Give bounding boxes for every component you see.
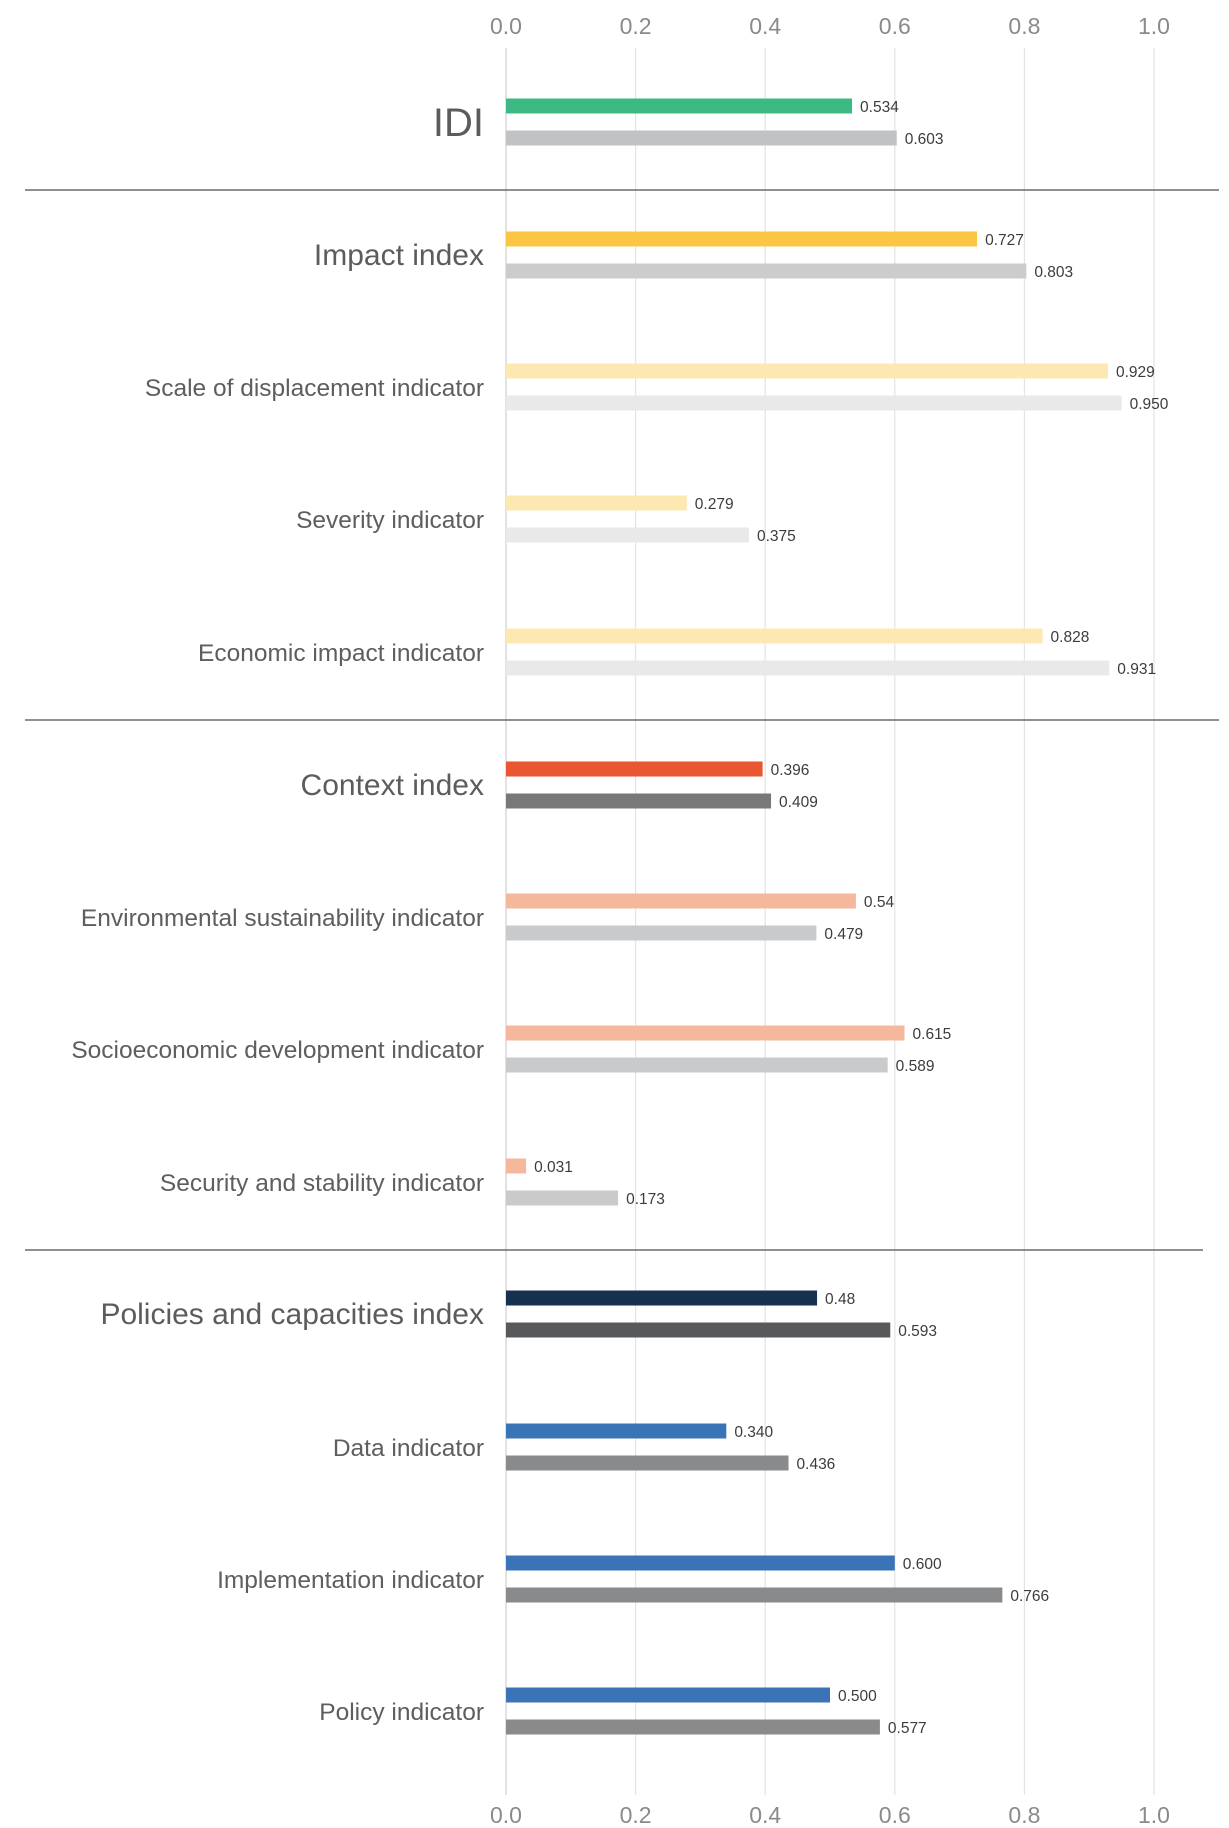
bar-context-index-series-1 — [506, 761, 763, 777]
data-label-security-and-stability-indicator-series-2: 0.173 — [626, 1191, 665, 1208]
category-label-environmental-sustainability-indicator: Environmental sustainability indicator — [81, 905, 484, 932]
bar-data-indicator-series-1 — [506, 1423, 727, 1439]
data-label-socioeconomic-development-indicator-series-1: 0.615 — [913, 1026, 952, 1043]
bar-impact-index-series-2 — [506, 263, 1027, 279]
data-label-context-index-series-1: 0.396 — [771, 762, 810, 779]
bar-socioeconomic-development-indicator-series-2 — [506, 1057, 888, 1073]
category-label-policies-and-capacities-index: Policies and capacities index — [100, 1298, 484, 1331]
x-tick-bottom-0-0: 0.0 — [490, 1802, 522, 1828]
data-label-impact-index-series-1: 0.727 — [985, 232, 1024, 249]
category-label-idi: IDI — [433, 101, 484, 145]
bar-security-and-stability-indicator-series-1 — [506, 1158, 527, 1174]
grid-lines — [505, 48, 1155, 1795]
category-label-implementation-indicator: Implementation indicator — [217, 1567, 484, 1594]
x-tick-bottom-0-2: 0.2 — [620, 1802, 652, 1828]
data-label-idi-series-2: 0.603 — [905, 131, 944, 148]
x-tick-top-0-2: 0.2 — [620, 13, 652, 39]
x-axis-bottom: 0.0 0.2 0.4 0.6 0.8 1.0 — [490, 1802, 1170, 1828]
category-label-severity-indicator: Severity indicator — [296, 507, 484, 534]
category-label-socioeconomic-development-indicator: Socioeconomic development indicator — [71, 1037, 484, 1064]
x-tick-bottom-1-0: 1.0 — [1138, 1802, 1170, 1828]
bar-severity-indicator-series-1 — [506, 495, 687, 511]
group-separators — [25, 189, 1219, 1251]
x-tick-top-0-0: 0.0 — [490, 13, 522, 39]
bar-data-indicator-series-2 — [506, 1455, 789, 1471]
bar-scale-of-displacement-indicator-series-1 — [506, 363, 1108, 379]
x-tick-bottom-0-6: 0.6 — [879, 1802, 911, 1828]
bar-severity-indicator-series-2 — [506, 527, 749, 543]
data-label-severity-indicator-series-1: 0.279 — [695, 496, 734, 513]
category-label-security-and-stability-indicator: Security and stability indicator — [160, 1170, 484, 1197]
data-label-environmental-sustainability-indicator-series-1: 0.54 — [864, 894, 895, 911]
data-label-policy-indicator-series-1: 0.500 — [838, 1688, 877, 1705]
x-tick-top-0-4: 0.4 — [749, 13, 781, 39]
x-tick-bottom-0-4: 0.4 — [749, 1802, 781, 1828]
x-tick-top-0-6: 0.6 — [879, 13, 911, 39]
bar-scale-of-displacement-indicator-series-2 — [506, 395, 1122, 411]
bar-idi-series-1 — [506, 98, 853, 114]
x-tick-bottom-0-8: 0.8 — [1008, 1802, 1040, 1828]
data-label-data-indicator-series-2: 0.436 — [797, 1456, 836, 1473]
x-tick-top-0-8: 0.8 — [1008, 13, 1040, 39]
category-labels: IDI Impact index Scale of displacement ind… — [71, 101, 484, 1726]
data-label-security-and-stability-indicator-series-1: 0.031 — [534, 1159, 573, 1176]
data-label-impact-index-series-2: 0.803 — [1034, 264, 1073, 281]
data-label-policy-indicator-series-2: 0.577 — [888, 1720, 927, 1737]
data-label-idi-series-1: 0.534 — [860, 99, 899, 116]
bar-policy-indicator-series-2 — [506, 1719, 880, 1735]
bar-socioeconomic-development-indicator-series-1 — [506, 1025, 905, 1041]
category-label-policy-indicator: Policy indicator — [319, 1699, 484, 1726]
x-tick-top-1-0: 1.0 — [1138, 13, 1170, 39]
data-label-socioeconomic-development-indicator-series-2: 0.589 — [896, 1058, 935, 1075]
bar-policies-and-capacities-index-series-1 — [506, 1290, 818, 1306]
data-label-implementation-indicator-series-2: 0.766 — [1010, 1588, 1049, 1605]
bar-policy-indicator-series-1 — [506, 1687, 830, 1703]
data-label-severity-indicator-series-2: 0.375 — [757, 528, 796, 545]
data-label-implementation-indicator-series-1: 0.600 — [903, 1556, 942, 1573]
category-label-context-index: Context index — [301, 769, 484, 802]
data-label-data-indicator-series-1: 0.340 — [734, 1424, 773, 1441]
data-label-policies-and-capacities-index-series-2: 0.593 — [898, 1323, 937, 1340]
data-label-scale-of-displacement-indicator-series-2: 0.950 — [1130, 396, 1169, 413]
bar-idi-series-2 — [506, 130, 897, 146]
bar-economic-impact-indicator-series-1 — [506, 628, 1043, 644]
bar-implementation-indicator-series-1 — [506, 1555, 895, 1571]
bar-security-and-stability-indicator-series-2 — [506, 1190, 619, 1206]
category-label-scale-of-displacement-indicator: Scale of displacement indicator — [145, 375, 484, 402]
bar-environmental-sustainability-indicator-series-2 — [506, 925, 817, 941]
data-label-context-index-series-2: 0.409 — [779, 794, 818, 811]
data-label-economic-impact-indicator-series-2: 0.931 — [1117, 661, 1156, 678]
data-label-scale-of-displacement-indicator-series-1: 0.929 — [1116, 364, 1155, 381]
bar-implementation-indicator-series-2 — [506, 1587, 1003, 1603]
data-label-environmental-sustainability-indicator-series-2: 0.479 — [824, 926, 863, 943]
category-label-economic-impact-indicator: Economic impact indicator — [198, 640, 484, 667]
category-label-data-indicator: Data indicator — [333, 1435, 484, 1462]
bar-policies-and-capacities-index-series-2 — [506, 1322, 891, 1338]
bar-economic-impact-indicator-series-2 — [506, 660, 1110, 676]
data-label-policies-and-capacities-index-series-1: 0.48 — [825, 1291, 855, 1308]
x-axis-top: 0.0 0.2 0.4 0.6 0.8 1.0 — [490, 13, 1170, 39]
bar-context-index-series-2 — [506, 793, 772, 809]
bar-impact-index-series-1 — [506, 231, 978, 247]
data-label-economic-impact-indicator-series-1: 0.828 — [1051, 629, 1090, 646]
bars: 0.534 0.603 0.727 0.803 0.929 0.950 0.279 0.375… — [506, 98, 1169, 1737]
bar-environmental-sustainability-indicator-series-1 — [506, 893, 856, 909]
category-label-impact-index: Impact index — [314, 239, 484, 272]
